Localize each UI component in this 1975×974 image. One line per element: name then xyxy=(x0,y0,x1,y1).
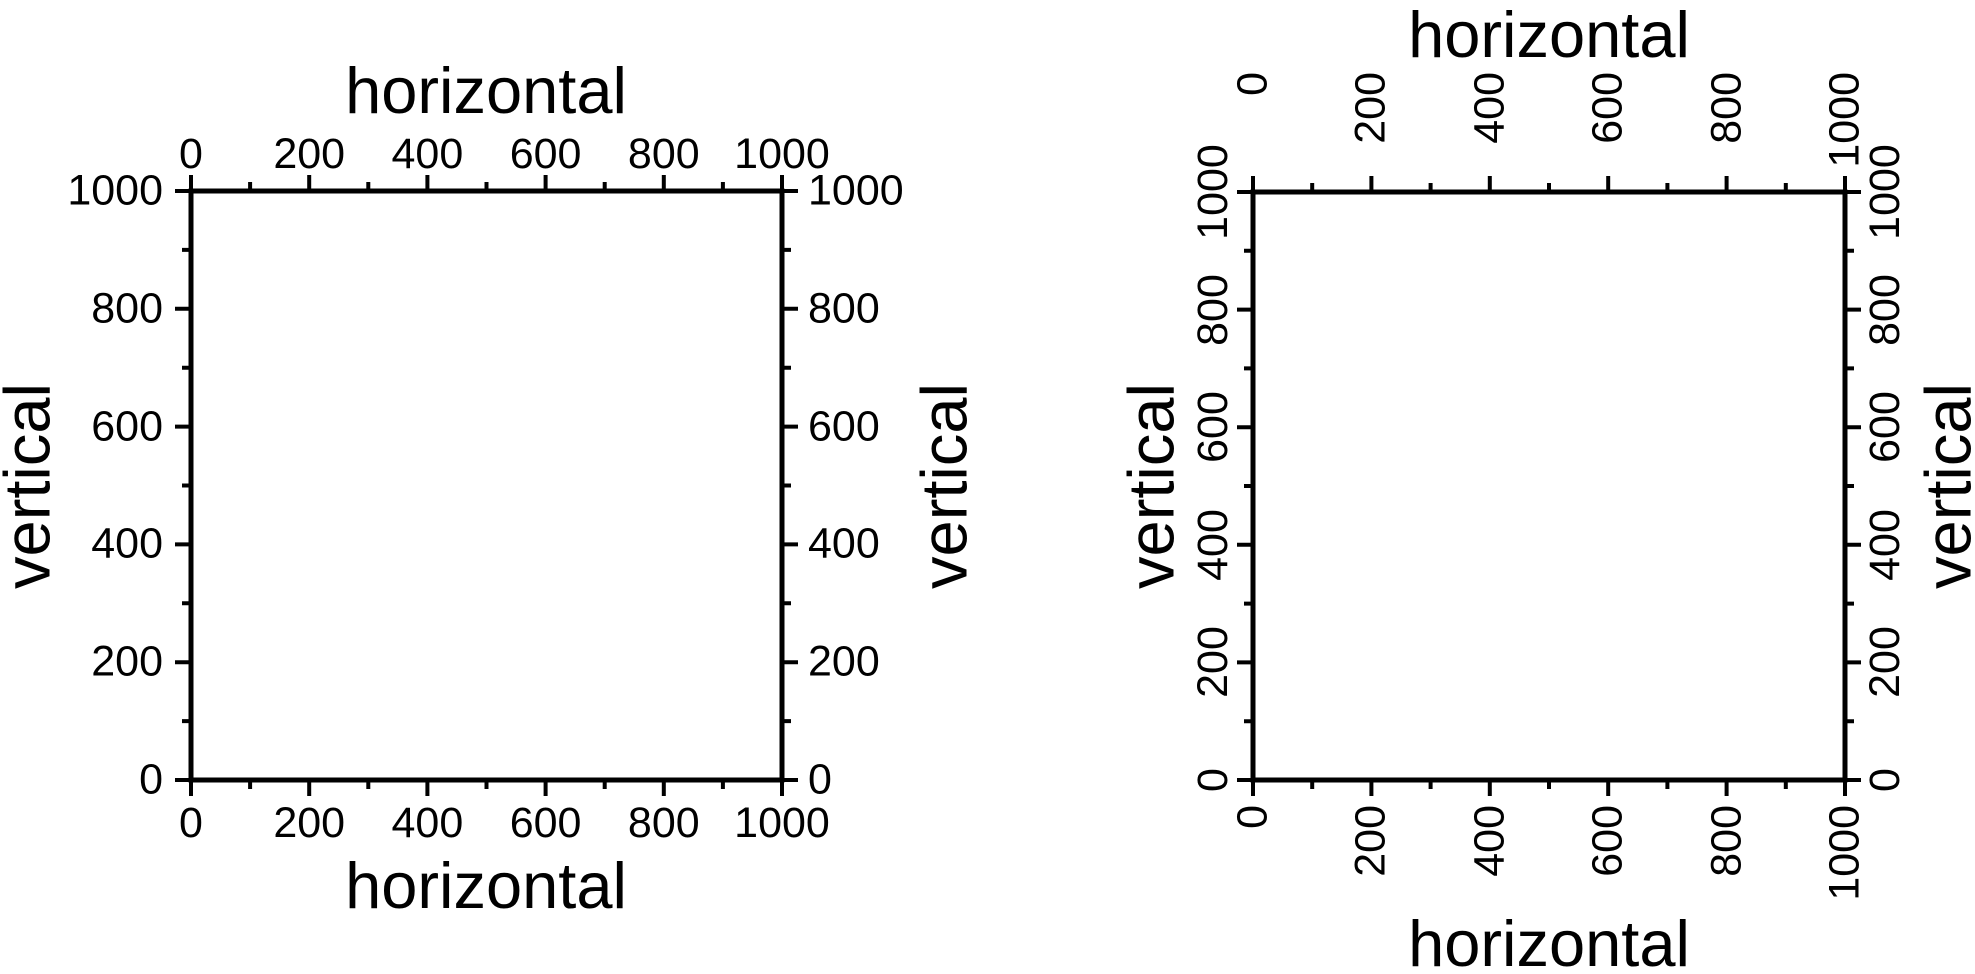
right-plot-bottom-tick-label: 600 xyxy=(1583,805,1632,877)
right-plot-left-tick-label: 1000 xyxy=(1189,144,1237,240)
right-plot-right-tick-label: 600 xyxy=(1861,391,1909,464)
left-plot-left-tick-label: 1000 xyxy=(67,166,163,215)
right-plot-right-tick-label: 0 xyxy=(1861,768,1909,792)
left-plot-right-tick-label: 400 xyxy=(808,519,880,568)
right-plot-right-tick-label: 800 xyxy=(1861,273,1909,346)
left-plot-bottom-axis-title: horizontal xyxy=(345,849,627,922)
left-plot-right-tick-label: 200 xyxy=(808,637,880,686)
right-plot-left-tick-label: 800 xyxy=(1189,273,1237,346)
left-plot-top-tick-label: 800 xyxy=(627,130,700,178)
left-plot-top-tick-label: 1000 xyxy=(734,130,830,178)
right-plot-top-axis-title: horizontal xyxy=(1408,0,1690,71)
left-plot-right-tick-label: 600 xyxy=(808,402,880,451)
right-plot-top-tick-label: 400 xyxy=(1465,72,1514,144)
right-plot-ticks xyxy=(1237,176,1861,796)
right-plot-top-tick-label: 200 xyxy=(1346,72,1395,144)
right-plot-top-tick-label: 800 xyxy=(1702,72,1751,144)
right-plot-left-tick-label: 600 xyxy=(1189,391,1237,464)
left-plot-top-tick-label: 400 xyxy=(391,130,464,178)
right-plot-left-tick-label: 200 xyxy=(1189,626,1237,699)
left-plot-left-tick-label: 800 xyxy=(91,284,163,333)
left-plot-bottom-tick-label: 600 xyxy=(509,799,582,847)
left-plot-top-tick-label: 600 xyxy=(509,130,582,178)
left-plot-left-axis-title: vertical xyxy=(0,383,64,589)
right-plot-bottom-tick-label: 200 xyxy=(1346,805,1395,877)
left-plot-bottom-tick-label: 0 xyxy=(179,799,203,847)
right-plot-left-tick-label: 0 xyxy=(1189,768,1237,792)
right-plot-top-tick-label: 600 xyxy=(1583,72,1632,144)
right-plot-left-tick-label: 400 xyxy=(1189,508,1237,581)
left-plot-bottom-tick-label: 800 xyxy=(627,799,700,847)
left-plot-right-tick-label: 0 xyxy=(808,755,832,804)
right-plot-top-tick-label: 0 xyxy=(1228,72,1277,96)
left-plot-right-tick-label: 800 xyxy=(808,284,880,333)
left-plot-right-axis-title: vertical xyxy=(907,383,981,589)
right-plot-bottom-tick-label: 1000 xyxy=(1820,805,1869,901)
left-plot-left-tick-label: 200 xyxy=(91,637,163,686)
left-plot-bottom-tick-label: 1000 xyxy=(734,799,830,847)
right-plot-bottom-axis-title: horizontal xyxy=(1408,907,1690,974)
right-plot-right-tick-label: 400 xyxy=(1861,508,1909,581)
right-plot-left-axis-title: vertical xyxy=(1114,383,1188,589)
left-plot-ticks xyxy=(175,175,798,796)
left-plot-left-tick-label: 400 xyxy=(91,519,163,568)
right-plot-bottom-tick-label: 800 xyxy=(1702,805,1751,877)
right-plot-right-axis-title: vertical xyxy=(1911,383,1975,589)
right-plot-right-tick-label: 1000 xyxy=(1861,144,1909,240)
right-plot-bottom-tick-label: 400 xyxy=(1465,805,1514,877)
left-plot-left-tick-label: 600 xyxy=(91,402,163,451)
left-plot-right-tick-label: 1000 xyxy=(808,166,904,215)
right-plot-right-tick-label: 200 xyxy=(1861,626,1909,699)
right-plot-bottom-tick-label: 0 xyxy=(1228,805,1277,829)
right-plot-frame xyxy=(1250,189,1848,783)
left-plot-top-tick-label: 0 xyxy=(179,130,203,178)
left-plot-top-axis-title: horizontal xyxy=(345,54,627,127)
left-plot-top-tick-label: 200 xyxy=(273,130,346,178)
left-plot-frame xyxy=(188,188,785,783)
left-plot-left-tick-label: 0 xyxy=(139,755,163,804)
left-plot-bottom-tick-label: 400 xyxy=(391,799,464,847)
left-plot-bottom-tick-label: 200 xyxy=(273,799,346,847)
